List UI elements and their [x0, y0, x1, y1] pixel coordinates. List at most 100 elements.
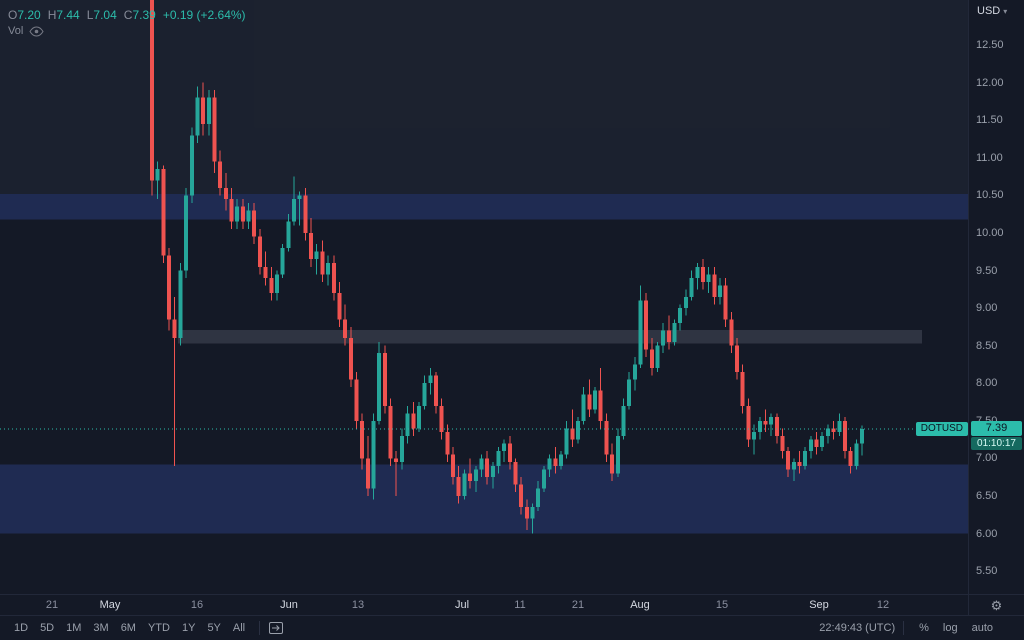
- candle: [178, 263, 183, 346]
- candle: [712, 266, 717, 305]
- candle: [416, 402, 421, 433]
- range-button-all[interactable]: All: [227, 620, 251, 636]
- countdown-pill: 01:10:17: [971, 437, 1022, 451]
- candle: [718, 278, 722, 305]
- auto-toggle[interactable]: auto: [971, 622, 993, 634]
- price-axis-label: 6.00: [976, 527, 998, 540]
- candle: [303, 187, 308, 241]
- candle: [496, 447, 501, 474]
- price-axis-label: 9.50: [976, 264, 998, 277]
- candle: [752, 424, 757, 455]
- candle: [621, 398, 626, 440]
- candle: [672, 319, 677, 346]
- time-axis-label: May: [99, 599, 121, 611]
- candle: [229, 187, 234, 230]
- price-zone: [0, 193, 968, 220]
- candle: [757, 417, 762, 440]
- eye-icon[interactable]: [29, 25, 44, 37]
- clock[interactable]: 22:49:43 (UTC): [819, 622, 896, 634]
- range-button-3m[interactable]: 3M: [87, 620, 114, 636]
- time-axis: 21 May 16 Jun 13 Jul 11 21 Aug 15 Sep 12 ⚙: [0, 594, 1024, 615]
- candle: [604, 413, 609, 463]
- candle: [348, 326, 353, 387]
- candle: [615, 428, 620, 478]
- candle: [678, 304, 683, 331]
- range-button-6m[interactable]: 6M: [115, 620, 142, 636]
- range-button-5y[interactable]: 5Y: [201, 620, 226, 636]
- candle: [252, 202, 257, 245]
- candle: [462, 469, 467, 500]
- candle: [206, 90, 211, 136]
- close-value: C 7.39: [123, 8, 156, 22]
- price-axis-label: 5.50: [976, 565, 998, 578]
- price-axis-label: 10.00: [976, 226, 1004, 239]
- price-chart[interactable]: [0, 0, 968, 594]
- price-axis-label: 8.00: [976, 377, 998, 390]
- candle: [695, 263, 700, 290]
- gear-icon[interactable]: ⚙: [990, 597, 1003, 613]
- candle: [842, 417, 847, 459]
- candle: [632, 356, 637, 391]
- range-button-1m[interactable]: 1M: [60, 620, 87, 636]
- candle: [825, 424, 830, 444]
- candle: [655, 341, 660, 372]
- candle: [320, 240, 325, 282]
- candle: [507, 435, 512, 470]
- candle: [797, 450, 802, 474]
- price-zone: [178, 329, 922, 344]
- candle: [854, 439, 859, 470]
- candle: [212, 90, 217, 173]
- currency-selector[interactable]: USD ▾: [977, 5, 1007, 17]
- candle: [223, 172, 228, 211]
- chart-pane[interactable]: O 7.20 H 7.44 L 7.04 C 7.39 +0.19 (+2.64%) V…: [0, 0, 968, 594]
- candle: [189, 127, 194, 203]
- candle: [451, 447, 456, 485]
- price-axis[interactable]: USD ▾ 12.50 12.00 11.50 11.00 10.50 10.00 9.50…: [968, 0, 1024, 594]
- range-button-ytd[interactable]: YTD: [142, 620, 176, 636]
- bottom-toolbar: 1D 5D 1M 3M 6M YTD 1Y 5Y All 22:49:43 (UTC) % lo…: [0, 615, 1024, 640]
- candle: [570, 409, 575, 448]
- candle: [246, 202, 251, 230]
- candle: [524, 499, 529, 530]
- currency-label: USD: [977, 5, 1001, 17]
- range-button-1d[interactable]: 1D: [8, 620, 34, 636]
- toolbar-divider: [259, 621, 261, 635]
- candle: [803, 447, 808, 470]
- candle: [808, 435, 813, 459]
- candle: [292, 176, 296, 226]
- range-button-5d[interactable]: 5D: [34, 620, 60, 636]
- candle: [331, 255, 336, 301]
- log-toggle[interactable]: log: [942, 622, 958, 634]
- price-axis-label: 11.00: [976, 151, 1003, 164]
- percent-toggle[interactable]: %: [919, 622, 929, 634]
- time-axis-label: Sep: [809, 599, 829, 611]
- candle: [700, 259, 705, 290]
- candle: [394, 450, 399, 496]
- candle: [371, 413, 376, 500]
- price-axis-label: 8.50: [976, 339, 998, 352]
- candle: [218, 150, 223, 196]
- goto-date-icon[interactable]: [268, 621, 284, 635]
- price-zone: [0, 464, 968, 534]
- time-axis-label: Aug: [630, 599, 650, 611]
- chevron-down-icon: ▾: [1003, 6, 1008, 16]
- chart-row: O 7.20 H 7.44 L 7.04 C 7.39 +0.19 (+2.64%) V…: [0, 0, 1024, 594]
- time-axis-label: 16: [190, 599, 204, 611]
- change-value: +0.19 (+2.64%): [162, 8, 246, 22]
- candle: [399, 428, 404, 470]
- range-button-1y[interactable]: 1Y: [176, 620, 201, 636]
- candle: [502, 439, 507, 463]
- candle: [184, 187, 189, 279]
- candle: [422, 375, 427, 410]
- candle: [564, 420, 569, 459]
- time-axis-ticks[interactable]: 21 May 16 Jun 13 Jul 11 21 Aug 15 Sep 12: [0, 595, 968, 615]
- price-axis-pill: 7.39: [971, 421, 1022, 437]
- candle: [201, 82, 206, 136]
- candle: [445, 424, 450, 463]
- candle: [468, 458, 473, 489]
- candle: [365, 435, 370, 496]
- volume-legend: Vol: [8, 25, 44, 37]
- candle: [791, 458, 796, 481]
- candle: [269, 266, 274, 301]
- candle: [513, 458, 518, 493]
